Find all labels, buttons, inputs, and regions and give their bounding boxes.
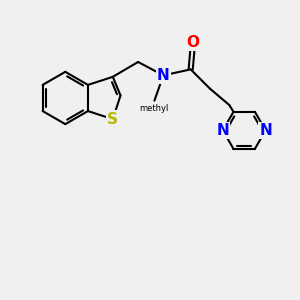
Text: O: O xyxy=(187,34,200,50)
Text: N: N xyxy=(216,123,229,138)
Text: S: S xyxy=(107,112,118,127)
Text: N: N xyxy=(259,123,272,138)
Text: methyl: methyl xyxy=(140,104,169,113)
Text: N: N xyxy=(157,68,170,83)
